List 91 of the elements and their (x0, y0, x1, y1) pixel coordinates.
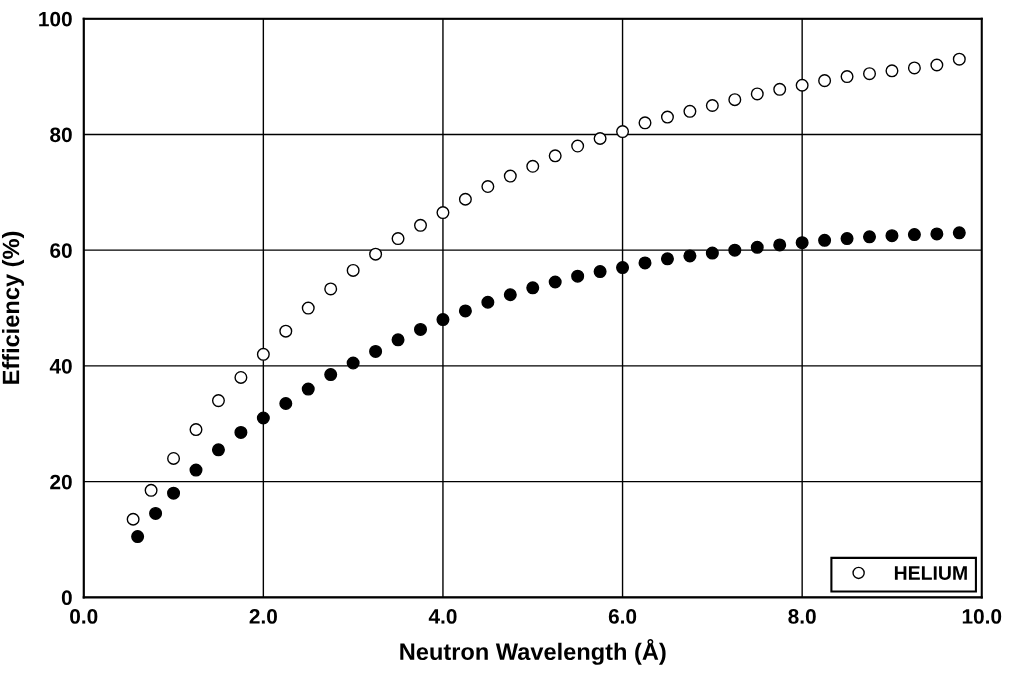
point (728, 93, 742, 107)
y-axis-title: Efficiency (%) (1, 231, 24, 384)
x-axis-title: Neutron Wavelength (Å) (400, 639, 666, 665)
point (952, 52, 966, 66)
point (885, 229, 899, 243)
point (189, 423, 203, 437)
point (189, 463, 203, 477)
point (863, 67, 877, 81)
point (863, 230, 877, 244)
x-tick-label: 10.0 (962, 609, 1002, 624)
point (795, 78, 809, 92)
y-tick-label: 20 (50, 474, 72, 490)
point (256, 411, 270, 425)
point (683, 104, 697, 118)
point (907, 61, 921, 75)
point (149, 506, 163, 520)
point (818, 74, 832, 88)
point (548, 275, 562, 289)
point (907, 228, 921, 242)
point (526, 159, 540, 173)
point (593, 131, 607, 145)
legend-label: HELIUM (894, 566, 967, 580)
point (126, 512, 140, 526)
point (324, 368, 338, 382)
point (167, 451, 181, 465)
point (818, 233, 832, 247)
point (144, 483, 158, 497)
y-tick-label: 60 (50, 243, 72, 258)
point (840, 232, 854, 246)
x-tick-label: 8.0 (788, 609, 816, 624)
point (593, 265, 607, 279)
point (930, 227, 944, 241)
point (458, 192, 472, 206)
point (503, 169, 517, 183)
point (840, 70, 854, 84)
x-tick-label: 6.0 (608, 609, 637, 624)
point (458, 304, 472, 318)
point (705, 99, 719, 113)
point (234, 425, 248, 439)
x-tick-label: 2.0 (249, 609, 277, 624)
point (660, 110, 674, 124)
point (773, 82, 787, 96)
y-tick-label: 0 (61, 590, 72, 606)
y-tick-label: 80 (50, 127, 72, 143)
point (279, 324, 293, 338)
point (413, 218, 428, 232)
point (211, 443, 225, 457)
point (301, 301, 315, 315)
point (638, 116, 652, 130)
point (660, 252, 674, 266)
point (279, 397, 293, 411)
point (436, 206, 450, 220)
point (131, 530, 145, 544)
point (391, 333, 405, 347)
point (728, 243, 742, 257)
point (750, 240, 764, 254)
point (436, 313, 450, 327)
point (750, 87, 764, 101)
point (167, 486, 181, 500)
point (346, 356, 360, 370)
point (256, 347, 270, 361)
point (616, 125, 630, 139)
point (773, 238, 787, 252)
point (369, 247, 383, 261)
point (481, 295, 495, 309)
point (548, 149, 562, 163)
point (481, 180, 495, 194)
point (301, 382, 315, 396)
point (413, 322, 428, 336)
point (705, 246, 719, 260)
point (885, 64, 899, 78)
y-tick-label: 40 (49, 358, 72, 374)
point (638, 256, 652, 270)
point (503, 288, 517, 302)
x-tick-label: 0.0 (70, 609, 98, 624)
point (324, 282, 338, 296)
point (211, 394, 225, 408)
point (952, 226, 966, 240)
point (930, 58, 944, 72)
point (571, 139, 585, 153)
y-tick-label: 100 (39, 11, 72, 27)
point (234, 370, 248, 384)
point (391, 232, 405, 246)
x-tick-label: 4.0 (428, 609, 457, 624)
point (346, 263, 360, 277)
point (683, 249, 697, 263)
point (795, 236, 809, 250)
point (369, 344, 383, 358)
point (616, 261, 630, 275)
point (571, 269, 585, 283)
point (526, 281, 540, 295)
